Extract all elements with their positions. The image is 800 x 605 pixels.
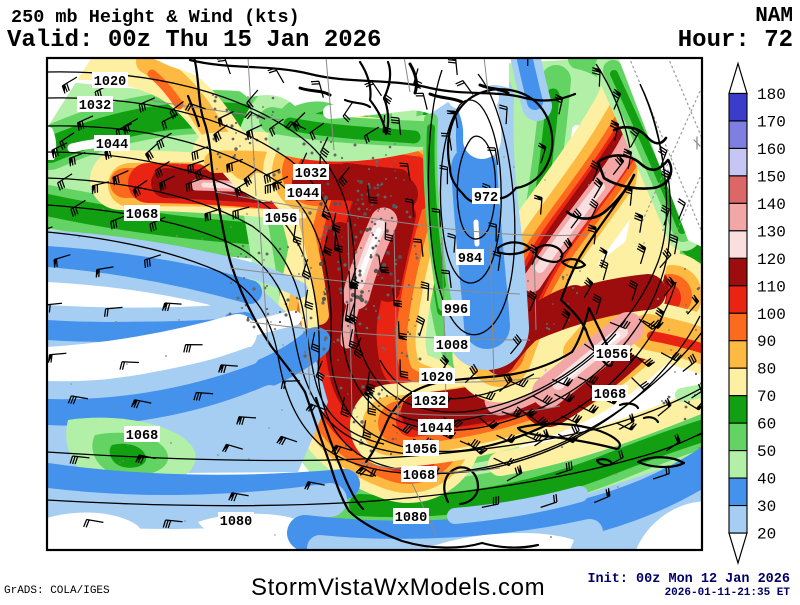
svg-text:90: 90 (757, 333, 776, 351)
svg-text:80: 80 (757, 361, 776, 379)
svg-text:70: 70 (757, 388, 776, 406)
svg-text:1008: 1008 (436, 339, 468, 354)
svg-text:1068: 1068 (403, 469, 435, 484)
svg-text:1080: 1080 (395, 511, 427, 526)
svg-text:60: 60 (757, 416, 776, 434)
svg-text:984: 984 (458, 252, 482, 267)
svg-text:100: 100 (757, 306, 786, 324)
svg-text:30: 30 (757, 498, 776, 516)
svg-text:50: 50 (757, 443, 776, 461)
svg-text:40: 40 (757, 471, 776, 489)
svg-text:996: 996 (444, 303, 468, 318)
svg-text:160: 160 (757, 141, 786, 159)
svg-text:120: 120 (757, 251, 786, 269)
svg-text:20: 20 (757, 526, 776, 544)
svg-text:1020: 1020 (421, 371, 453, 386)
svg-text:170: 170 (757, 114, 786, 132)
svg-text:1032: 1032 (295, 167, 327, 182)
svg-text:1044: 1044 (420, 422, 452, 437)
svg-text:1080: 1080 (220, 515, 252, 530)
svg-text:180: 180 (757, 86, 786, 104)
svg-text:1044: 1044 (96, 138, 128, 153)
svg-text:1056: 1056 (596, 348, 628, 363)
svg-text:130: 130 (757, 223, 786, 241)
svg-text:140: 140 (757, 196, 786, 214)
svg-text:1056: 1056 (405, 443, 437, 458)
svg-text:1032: 1032 (79, 99, 111, 114)
svg-text:1068: 1068 (126, 208, 158, 223)
svg-text:1056: 1056 (265, 212, 297, 227)
svg-text:1020: 1020 (94, 75, 126, 90)
svg-text:1032: 1032 (414, 395, 446, 410)
svg-text:1044: 1044 (287, 187, 319, 202)
svg-text:150: 150 (757, 168, 786, 186)
svg-text:110: 110 (757, 278, 786, 296)
svg-text:1068: 1068 (594, 388, 626, 403)
svg-text:972: 972 (474, 191, 498, 206)
svg-text:1068: 1068 (126, 429, 158, 444)
